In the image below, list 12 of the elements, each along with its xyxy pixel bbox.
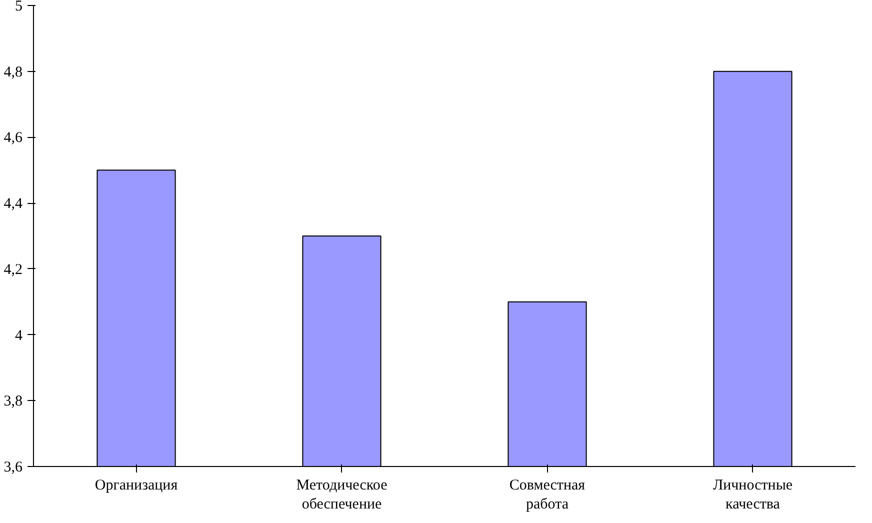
x-tick-label: Организация — [94, 478, 178, 494]
y-tick-label: 4 — [15, 328, 23, 344]
y-tick-label: 4,2 — [4, 262, 22, 278]
y-tick-label: 4,8 — [4, 64, 22, 80]
y-tick-label: 3,6 — [4, 460, 23, 476]
y-tick-label: 4,6 — [4, 130, 23, 146]
y-tick-label: 5 — [15, 0, 22, 14]
x-tick-label: Личностные качества — [712, 478, 793, 513]
x-tick-label: Совместная работа — [509, 478, 586, 513]
x-tick-label: Методическое обеспечение — [296, 478, 388, 513]
y-tick-label: 4,4 — [4, 196, 23, 212]
y-tick-label: 3,8 — [4, 394, 22, 410]
